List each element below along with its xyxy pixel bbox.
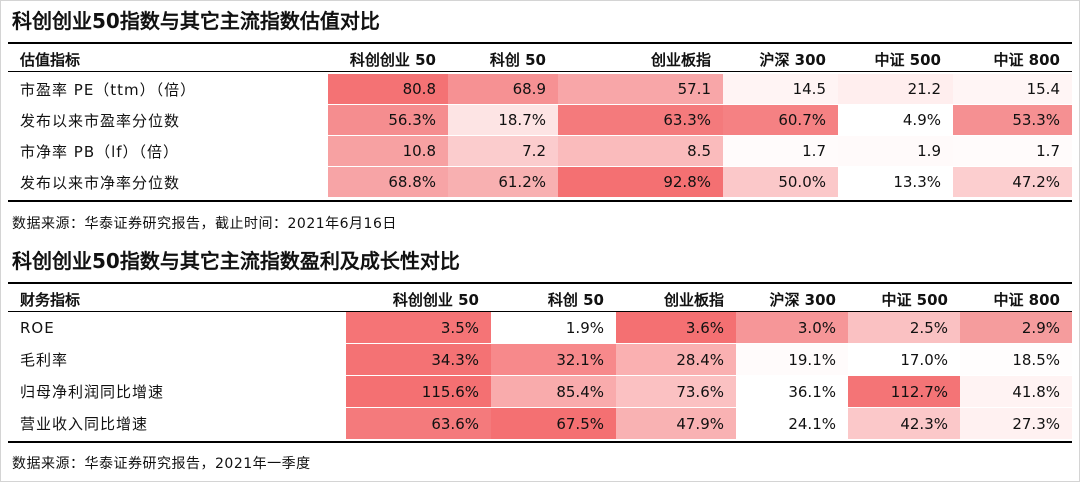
row-label: 归母净利润同比增速 (8, 375, 346, 408)
valuation-header-rule (8, 71, 1072, 72)
table-cell: 15.4 (953, 73, 1072, 105)
table-cell: 13.3% (838, 166, 953, 197)
header-zz500: 中证 500 (881, 290, 948, 309)
table-row: 发布以来市盈率分位数 56.3% 18.7% 63.3% 60.7% 4.9% … (8, 104, 1072, 136)
profitability-source-note: 数据来源：华泰证券研究报告，2021年一季度 (12, 456, 311, 472)
table-cell: 53.3% (953, 104, 1072, 136)
row-label: 市盈率 PE（ttm）（倍） (8, 73, 328, 105)
table-cell: 92.8% (558, 166, 723, 197)
header-hs300: 沪深 300 (759, 51, 826, 69)
header-cybz: 创业板指 (650, 51, 711, 69)
table-cell: 57.1 (558, 73, 723, 105)
table-row: 归母净利润同比增速 115.6% 85.4% 73.6% 36.1% 112.7… (8, 375, 1072, 408)
table-cell: 56.3% (328, 104, 448, 136)
header-indicator: 估值指标 (20, 51, 81, 69)
header-kc50: 科创 50 (489, 51, 546, 69)
header-zz500: 中证 500 (874, 51, 941, 69)
row-label: 发布以来市净率分位数 (8, 166, 328, 197)
table-cell: 50.0% (723, 166, 838, 197)
table-cell: 1.7 (723, 135, 838, 167)
valuation-top-rule (8, 42, 1072, 44)
table-cell: 3.0% (736, 311, 848, 344)
table-cell: 8.5 (558, 135, 723, 167)
table-cell: 14.5 (723, 73, 838, 105)
profitability-header-rule (8, 311, 1072, 312)
table-cell: 63.6% (346, 407, 491, 439)
header-cybz: 创业板指 (663, 290, 724, 309)
table-cell: 112.7% (848, 375, 960, 408)
valuation-source-note: 数据来源：华泰证券研究报告，截止时间：2021年6月16日 (12, 216, 397, 232)
header-kcy50: 科创创业 50 (349, 51, 436, 69)
header-indicator: 财务指标 (20, 290, 81, 309)
profitability-table: 财务指标 科创创业 50 科创 50 创业板指 沪深 300 中证 500 中证… (8, 287, 1072, 439)
header-kc50: 科创 50 (547, 290, 604, 309)
table-cell: 21.2 (838, 73, 953, 105)
table-cell: 63.3% (558, 104, 723, 136)
table-cell: 32.1% (491, 343, 616, 376)
table-cell: 42.3% (848, 407, 960, 439)
table-cell: 4.9% (838, 104, 953, 136)
table-cell: 7.2 (448, 135, 558, 167)
table-cell: 80.8 (328, 73, 448, 105)
table-row: 营业收入同比增速 63.6% 67.5% 47.9% 24.1% 42.3% 2… (8, 407, 1072, 439)
table-cell: 3.5% (346, 311, 491, 344)
row-label: ROE (8, 311, 346, 344)
profitability-bottom-rule (8, 441, 1072, 443)
header-zz800: 中证 800 (993, 51, 1060, 69)
valuation-table: 估值指标 科创创业 50 科创 50 创业板指 沪深 300 中证 500 中证… (8, 46, 1072, 197)
table-cell: 85.4% (491, 375, 616, 408)
table-cell: 36.1% (736, 375, 848, 408)
table-cell: 41.8% (960, 375, 1072, 408)
table-row: 市盈率 PE（ttm）（倍） 80.8 68.9 57.1 14.5 21.2 … (8, 73, 1072, 105)
table-cell: 1.9% (491, 311, 616, 344)
table-row: 毛利率 34.3% 32.1% 28.4% 19.1% 17.0% 18.5% (8, 343, 1072, 376)
row-label: 发布以来市盈率分位数 (8, 104, 328, 136)
table-cell: 61.2% (448, 166, 558, 197)
table-row: 发布以来市净率分位数 68.8% 61.2% 92.8% 50.0% 13.3%… (8, 166, 1072, 197)
table-cell: 68.8% (328, 166, 448, 197)
table-cell: 10.8 (328, 135, 448, 167)
table-cell: 34.3% (346, 343, 491, 376)
profitability-section-title: 科创创业50指数与其它主流指数盈利及成长性对比 (12, 249, 460, 273)
row-label: 市净率 PB（lf）（倍） (8, 135, 328, 167)
table-cell: 2.5% (848, 311, 960, 344)
table-cell: 115.6% (346, 375, 491, 408)
table-cell: 1.7 (953, 135, 1072, 167)
table-cell: 68.9 (448, 73, 558, 105)
table-cell: 19.1% (736, 343, 848, 376)
table-cell: 47.9% (616, 407, 736, 439)
header-hs300: 沪深 300 (769, 290, 836, 309)
table-cell: 17.0% (848, 343, 960, 376)
table-cell: 67.5% (491, 407, 616, 439)
table-cell: 2.9% (960, 311, 1072, 344)
valuation-section-title: 科创创业50指数与其它主流指数估值对比 (12, 9, 380, 33)
table-cell: 24.1% (736, 407, 848, 439)
valuation-bottom-rule (8, 200, 1072, 202)
profitability-top-rule (8, 282, 1072, 284)
profitability-header-row: 财务指标 科创创业 50 科创 50 创业板指 沪深 300 中证 500 中证… (8, 287, 1072, 312)
header-zz800: 中证 800 (993, 290, 1060, 309)
header-kcy50: 科创创业 50 (392, 290, 479, 309)
table-cell: 28.4% (616, 343, 736, 376)
table-cell: 47.2% (953, 166, 1072, 197)
table-cell: 18.5% (960, 343, 1072, 376)
table-row: 市净率 PB（lf）（倍） 10.8 7.2 8.5 1.7 1.9 1.7 (8, 135, 1072, 167)
row-label: 毛利率 (8, 343, 346, 376)
table-cell: 73.6% (616, 375, 736, 408)
table-cell: 27.3% (960, 407, 1072, 439)
table-cell: 60.7% (723, 104, 838, 136)
valuation-header-row: 估值指标 科创创业 50 科创 50 创业板指 沪深 300 中证 500 中证… (8, 46, 1072, 74)
table-cell: 3.6% (616, 311, 736, 344)
table-cell: 1.9 (838, 135, 953, 167)
table-row: ROE 3.5% 1.9% 3.6% 3.0% 2.5% 2.9% (8, 311, 1072, 344)
table-cell: 18.7% (448, 104, 558, 136)
row-label: 营业收入同比增速 (8, 407, 346, 439)
